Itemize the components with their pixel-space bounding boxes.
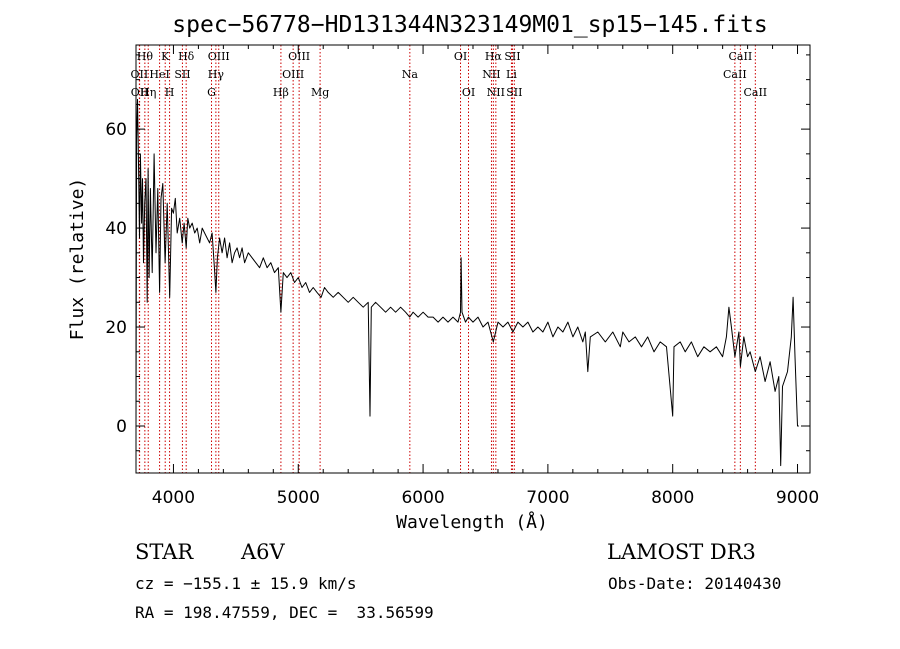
line-marker-label: OIII [288,50,310,63]
line-marker-label: Hθ [137,50,154,63]
x-tick-label: 9000 [776,488,819,508]
line-marker-label: NII [487,86,505,99]
y-axis: 0 20 40 60 [105,54,810,452]
line-marker-label: NII [482,68,500,81]
x-tick-label: 4000 [152,488,195,508]
spectrum-series [135,98,799,467]
line-marker-label: Hα [485,50,503,63]
line-marker-label: OIII [208,50,230,63]
object-subclass: A6V [241,540,285,564]
line-marker-label: CaII [723,68,747,81]
x-tick-label: 7000 [526,488,569,508]
line-markers [138,45,756,473]
x-axis-label: Wavelength (Å) [396,511,548,533]
line-marker-label: H [165,86,175,99]
y-tick-label: 40 [105,219,127,239]
line-marker-label: OIII [282,68,304,81]
line-marker-labels: OII OII Hθ Hη HeI K H SII Hδ G Hγ OIII Hβ OIII OIII Mg N… [131,50,768,99]
spectrum-line [135,98,799,467]
line-marker-label: Hβ [273,86,289,99]
line-marker-label: HeI [149,68,169,81]
x-tick-label: 8000 [651,488,694,508]
x-tick-label: 5000 [277,488,320,508]
y-tick-label: 0 [116,417,127,437]
coordinates: RA = 198.47559, DEC = 33.56599 [135,603,434,622]
x-tick-label: 6000 [401,488,444,508]
line-marker-label: SII [504,50,520,63]
object-class: STAR [135,540,194,564]
y-tick-label: 20 [105,318,127,338]
y-tick-label: 60 [105,120,127,140]
plot-frame [135,44,811,474]
line-marker-label: OI [454,50,467,63]
line-marker-label: OII [131,86,149,99]
line-marker-label: CaII [743,86,767,99]
line-marker-label: Mg [311,86,329,99]
line-marker-label: OI [462,86,475,99]
line-marker-label: Na [402,68,419,81]
y-axis-label: Flux (relative) [67,178,88,341]
line-marker-label: G [207,86,216,99]
line-marker-label: CaII [729,50,753,63]
line-marker-label: SII [506,86,522,99]
survey-name: LAMOST DR3 [607,540,756,564]
chart-title: spec−56778−HD131344N323149M01_sp15−145.f… [172,12,767,38]
line-marker-label: OII [131,68,149,81]
line-marker-label: SII [174,68,190,81]
line-marker-label: Li [506,68,517,81]
redshift-velocity: cz = −155.1 ± 15.9 km/s [135,574,357,593]
line-marker-label: K [161,50,170,63]
line-marker-label: Hδ [178,50,195,63]
x-axis: 4000 5000 6000 7000 8000 9000 [152,45,819,508]
observation-date: Obs-Date: 20140430 [608,574,782,593]
line-marker-label: Hη [140,86,156,99]
line-marker-label: Hγ [208,68,225,81]
